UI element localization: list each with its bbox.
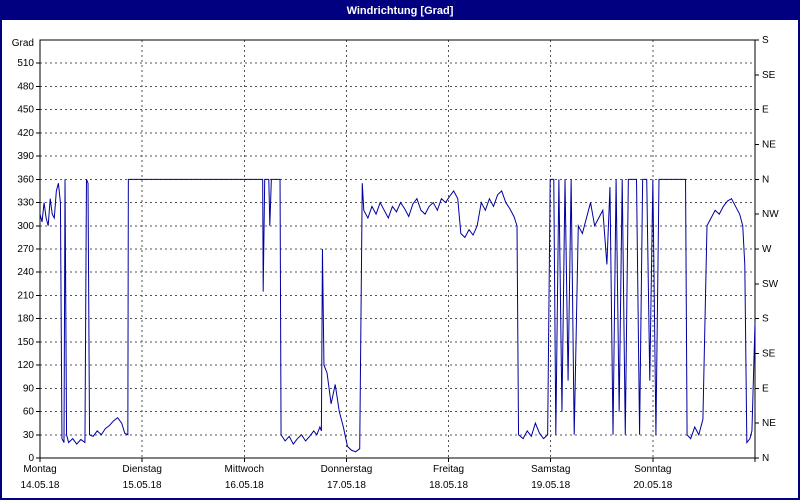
left-axis-label: 180 xyxy=(17,314,34,325)
left-axis-label: 210 xyxy=(17,290,34,301)
left-axis-label: 300 xyxy=(17,221,34,232)
left-axis-label: 0 xyxy=(28,453,34,464)
x-axis-day-name: Donnerstag xyxy=(321,464,373,475)
x-axis-day-date: 18.05.18 xyxy=(429,480,468,491)
right-axis-label: SE xyxy=(762,349,776,360)
left-axis-label: 90 xyxy=(23,383,35,394)
right-axis-label: SE xyxy=(762,70,776,81)
right-axis-label: W xyxy=(762,244,772,255)
left-axis-label: 420 xyxy=(17,128,34,139)
right-axis-label: NE xyxy=(762,140,776,151)
left-axis-label: 60 xyxy=(23,407,35,418)
right-axis-label: N xyxy=(762,453,769,464)
x-axis-day-date: 17.05.18 xyxy=(327,480,366,491)
x-axis-day-name: Freitag xyxy=(433,464,464,475)
window-title: Windrichtung [Grad] xyxy=(346,5,454,17)
y-axis-unit-label: Grad xyxy=(12,38,34,49)
x-axis-day-name: Montag xyxy=(23,464,56,475)
right-axis-label: S xyxy=(762,35,769,46)
x-axis-day-date: 14.05.18 xyxy=(21,480,60,491)
left-axis-label: 360 xyxy=(17,174,34,185)
right-axis-label: E xyxy=(762,383,769,394)
left-axis-label: 120 xyxy=(17,360,34,371)
right-axis-label: N xyxy=(762,174,769,185)
x-axis-day-date: 20.05.18 xyxy=(633,480,672,491)
x-axis-day-name: Dienstag xyxy=(122,464,161,475)
left-axis-label: 330 xyxy=(17,198,34,209)
left-axis-label: 30 xyxy=(23,430,35,441)
left-axis-label: 450 xyxy=(17,105,34,116)
x-axis-day-date: 15.05.18 xyxy=(123,480,162,491)
left-axis-label: 270 xyxy=(17,244,34,255)
left-axis-label: 390 xyxy=(17,151,34,162)
left-axis-label: 510 xyxy=(17,58,34,69)
right-axis-label: NW xyxy=(762,209,779,220)
left-axis-label: 150 xyxy=(17,337,34,348)
wind-direction-chart: 0 30 60 90 120 150 180 210 240 270 300 330 360 390 420… xyxy=(12,35,779,491)
x-axis-day-name: Samstag xyxy=(531,464,570,475)
title-bar: Windrichtung [Grad] xyxy=(2,2,798,20)
right-axis-label: E xyxy=(762,105,769,116)
wind-direction-series xyxy=(39,178,756,453)
right-axis-label: S xyxy=(762,314,769,325)
left-axis-label: 240 xyxy=(17,267,34,278)
left-axis-label: 480 xyxy=(17,81,34,92)
x-axis-day-date: 16.05.18 xyxy=(225,480,264,491)
x-axis-day-name: Mittwoch xyxy=(225,464,264,475)
right-axis-label: NE xyxy=(762,418,776,429)
x-axis-day-name: Sonntag xyxy=(634,464,671,475)
right-axis-label: SW xyxy=(762,279,779,290)
x-axis-day-date: 19.05.18 xyxy=(531,480,570,491)
